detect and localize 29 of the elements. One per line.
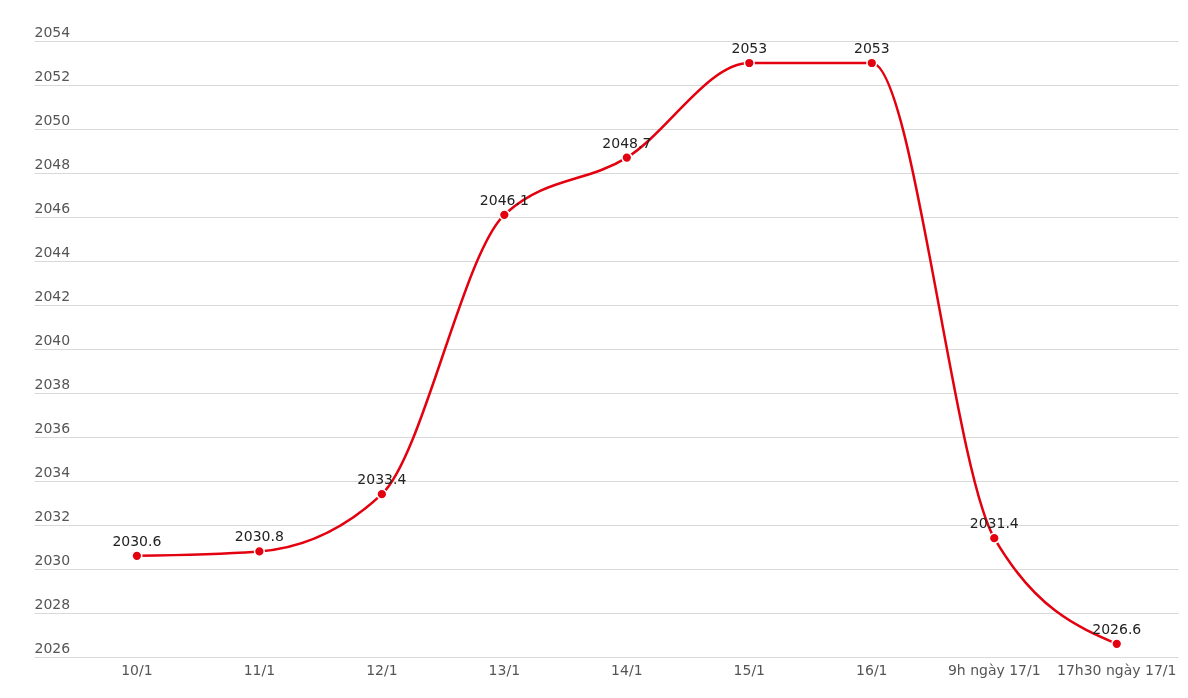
y-tick-label: 2036 (34, 419, 71, 436)
y-tick-label: 2038 (34, 375, 71, 392)
x-tick-label: 16/1 (856, 661, 888, 678)
data-label: 2030.8 (234, 528, 284, 545)
y-tick-label: 2028 (34, 595, 71, 612)
x-tick-label: 15/1 (733, 661, 766, 678)
y-tick-label: 2026 (34, 639, 71, 656)
x-tick-label: 17h30 ngày 17/1 (1057, 661, 1177, 678)
data-label: 2030.6 (112, 532, 162, 549)
y-tick-label: 2052 (34, 67, 71, 84)
y-tick-label: 2040 (34, 331, 71, 348)
data-label: 2053 (731, 40, 768, 56)
y-tick-label: 2042 (34, 287, 71, 304)
y-tick-label: 2034 (34, 463, 71, 480)
y-tick-label: 2044 (34, 243, 71, 260)
y-tick-label: 2050 (34, 111, 71, 128)
data-label: 2053 (853, 40, 890, 56)
y-tick-label: 2030 (34, 551, 71, 568)
x-tick-label: 9h ngày 17/1 (947, 661, 1041, 678)
data-label: 2026.6 (1092, 620, 1142, 637)
y-tick-label: 2046 (34, 199, 71, 216)
x-tick-label: 12/1 (366, 661, 398, 678)
x-tick-label: 14/1 (611, 661, 643, 678)
x-tick-label: 11/1 (243, 661, 276, 678)
y-tick-label: 2032 (34, 507, 71, 524)
y-tick-label: 2054 (34, 23, 71, 40)
x-tick-label: 13/1 (488, 661, 521, 678)
y-tick-label: 2048 (34, 155, 71, 172)
x-tick-label: 10/1 (121, 661, 153, 678)
